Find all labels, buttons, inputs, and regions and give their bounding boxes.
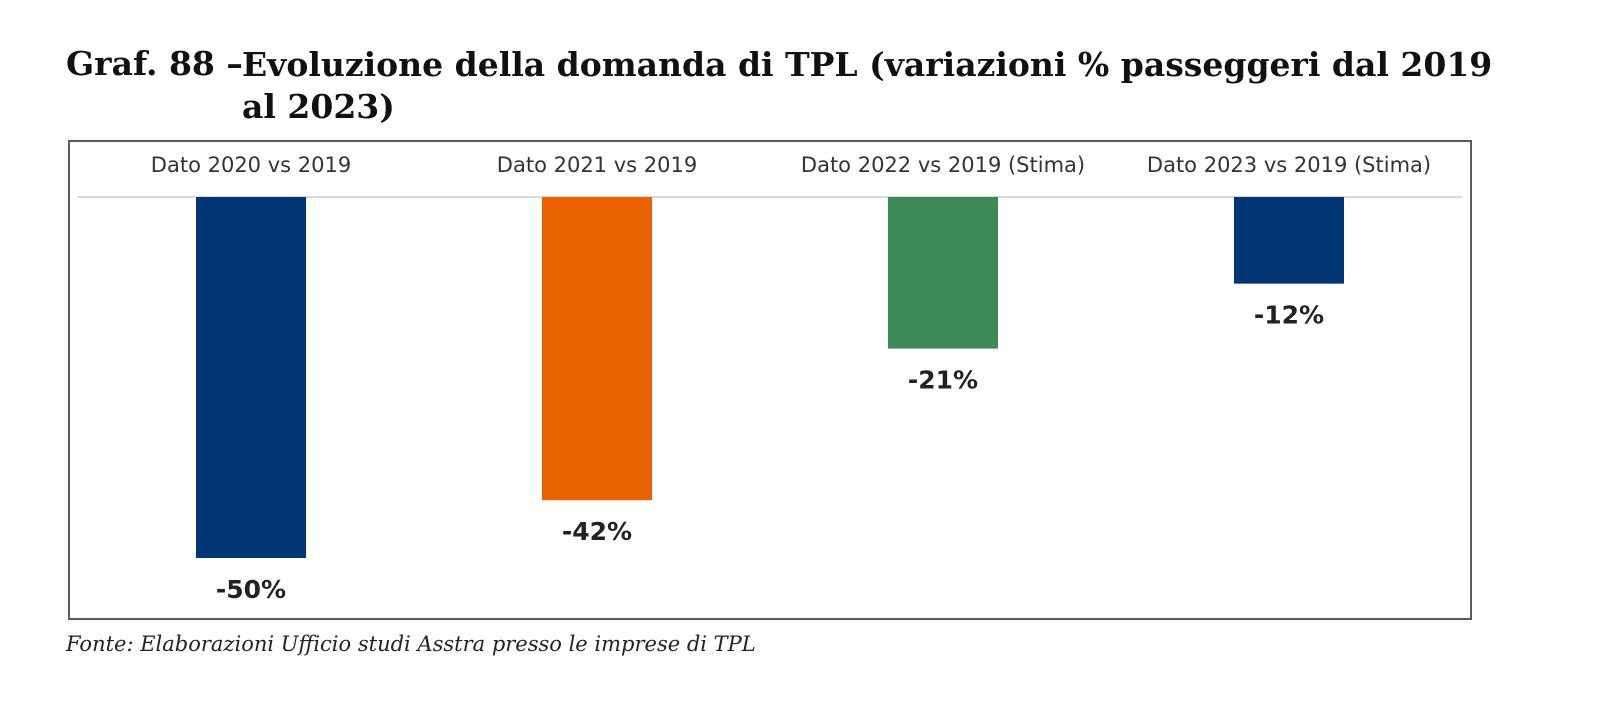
category-label: Dato 2020 vs 2019 bbox=[151, 153, 351, 177]
data-label: -12% bbox=[1254, 301, 1324, 330]
bar-chart: Dato 2020 vs 2019 -50% Dato 2021 vs 2019 -4… bbox=[78, 153, 1462, 604]
category-label: Dato 2022 vs 2019 (Stima) bbox=[801, 153, 1085, 177]
category-label: Dato 2023 vs 2019 (Stima) bbox=[1147, 153, 1431, 177]
chart-title: Evoluzione della domanda di TPL (variazi… bbox=[242, 45, 1493, 126]
bar bbox=[196, 197, 306, 558]
figure-label: Graf. 88 – bbox=[66, 44, 243, 83]
category-label: Dato 2021 vs 2019 bbox=[497, 153, 697, 177]
data-label: -21% bbox=[908, 366, 978, 395]
bar bbox=[542, 197, 652, 501]
source-note: Fonte: Elaborazioni Ufficio studi Asstra… bbox=[66, 632, 756, 656]
bar bbox=[888, 197, 998, 349]
chart-frame: Dato 2020 vs 2019 -50% Dato 2021 vs 2019 -4… bbox=[68, 140, 1472, 620]
data-label: -42% bbox=[562, 517, 632, 546]
bar bbox=[1234, 197, 1344, 284]
data-label: -50% bbox=[216, 575, 286, 604]
